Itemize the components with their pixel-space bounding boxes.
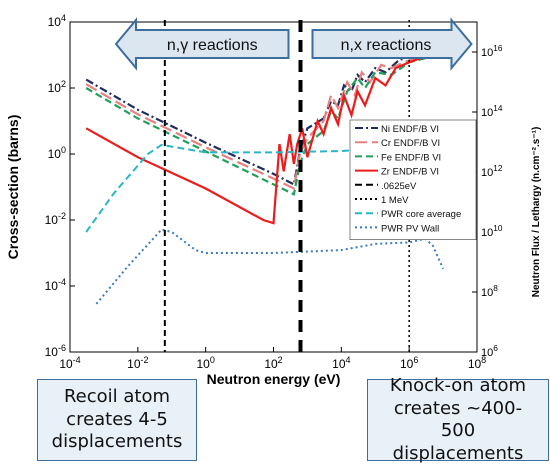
legend: Ni ENDF/B VI Cr ENDF/B VI Fe ENDF/B VI Zr E…: [349, 119, 477, 240]
legend-box: [349, 119, 477, 240]
x-tick-label: 106: [400, 355, 418, 371]
x-tick-label: 102: [264, 355, 282, 371]
y2-tick-label: 1012: [481, 164, 503, 179]
n-x-arrow: [311, 17, 473, 71]
y-tick-label: 104: [48, 13, 66, 29]
knock-on-atom-note: Knock-on atom creates ~400-500 displacem…: [367, 375, 549, 464]
y2-tick-label: 108: [481, 284, 498, 299]
y-tick-label: 102: [48, 79, 66, 95]
y-tick-label: 10-4: [45, 277, 66, 293]
legend-label-pwr-pv-wall: PWR PV Wall: [381, 223, 439, 234]
n-gamma-label: n,γ reactions: [167, 37, 258, 54]
y2-tick-label: 1016: [481, 44, 503, 59]
legend-label-cr-endf-b-vi: Cr ENDF/B VI: [381, 138, 440, 149]
legend-label-ni-endf-b-vi: Ni ENDF/B VI: [381, 124, 439, 135]
series-line-cr-endf-b-vi: [85, 52, 436, 191]
reaction-arrows: n,γ reactions n,x reactions: [114, 17, 473, 71]
y2-tick-label: 106: [481, 344, 498, 359]
n-gamma-arrow: [114, 17, 290, 71]
y-axis-label: Cross-section (barns): [5, 115, 21, 260]
legend-label-0625ev: .0625eV: [381, 181, 417, 192]
y2-tick-label: 1014: [481, 104, 503, 119]
y-tick-label: 10-6: [45, 343, 66, 359]
x-tick-label: 10-4: [59, 355, 80, 371]
x-tick-label: 108: [468, 355, 486, 371]
series-line-zr-endf-b-vi: [85, 52, 436, 225]
y2-axis-label: Neutron Flux / Lethargy (n.cm⁻².s⁻¹): [531, 127, 542, 298]
y2-tick-label: 1010: [481, 224, 503, 239]
legend-label-pwr-core-average: PWR core average: [381, 209, 461, 220]
x-tick-label: 100: [196, 355, 214, 371]
x-tick-label: 104: [332, 355, 350, 371]
legend-label-fe-endf-b-vi: Fe ENDF/B VI: [381, 152, 441, 163]
legend-label-zr-endf-b-vi: Zr ENDF/B VI: [381, 167, 439, 178]
x-tick-label: 10-2: [127, 355, 148, 371]
legend-label-1-mev: 1 MeV: [381, 195, 409, 206]
y-tick-label: 10-2: [45, 211, 66, 227]
recoil-atom-note: Recoil atom creates 4-5 displacements: [37, 379, 197, 461]
y-tick-label: 100: [48, 145, 66, 161]
x-axis-label: Neutron energy (eV): [207, 371, 341, 387]
axes: 10-4 10-2 100 102 104 106 10810-610-410-210010…: [5, 13, 542, 387]
series-line-pwr-pv-wall: [95, 228, 445, 305]
n-x-label: n,x reactions: [341, 37, 432, 54]
